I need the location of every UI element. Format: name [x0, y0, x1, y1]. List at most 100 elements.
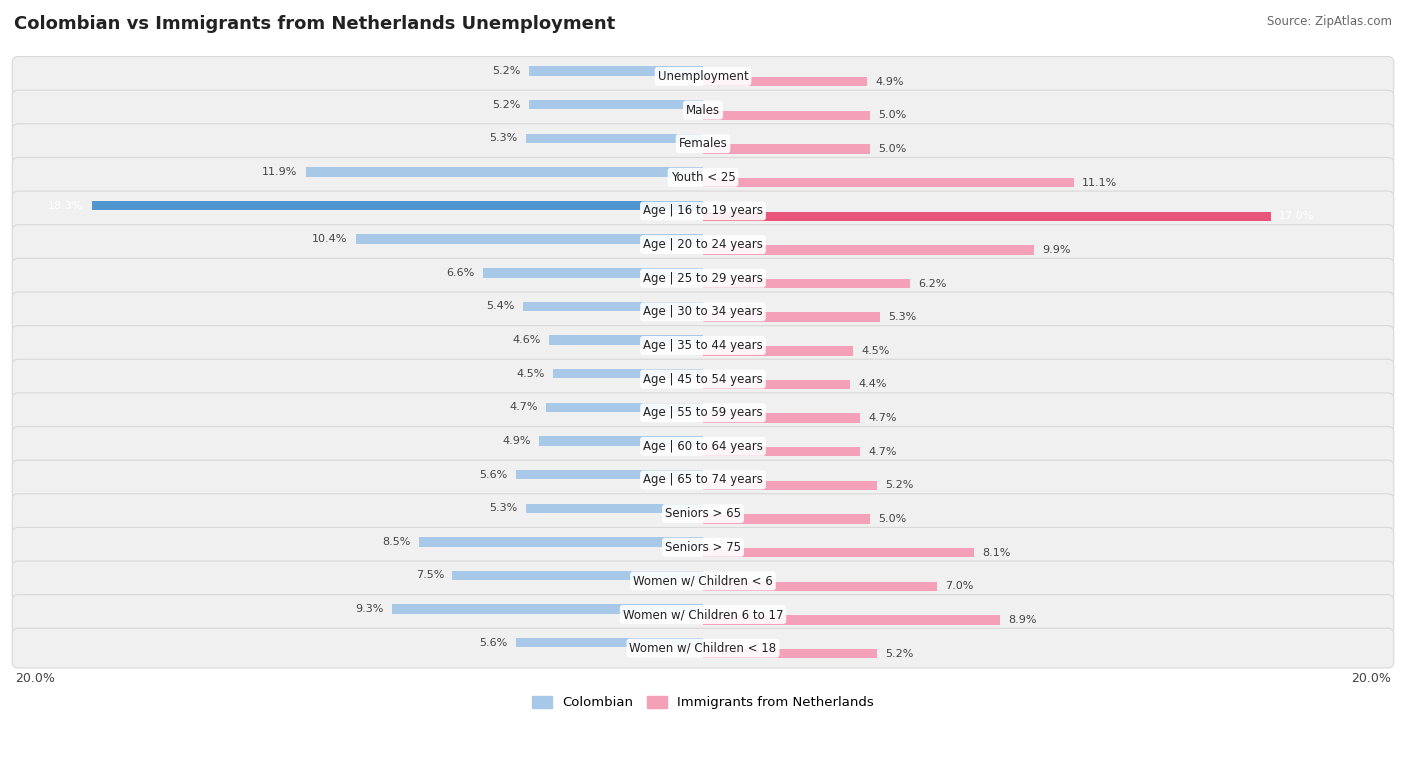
Text: 6.2%: 6.2% [918, 279, 946, 288]
FancyBboxPatch shape [13, 225, 1393, 264]
Text: 17.0%: 17.0% [1279, 211, 1315, 221]
Text: 11.9%: 11.9% [262, 167, 297, 177]
FancyBboxPatch shape [13, 157, 1393, 197]
FancyBboxPatch shape [13, 595, 1393, 634]
Bar [703, 649, 877, 659]
FancyBboxPatch shape [13, 628, 1393, 668]
Text: 18.3%: 18.3% [48, 201, 83, 210]
Text: 4.4%: 4.4% [858, 379, 887, 389]
FancyBboxPatch shape [13, 393, 1393, 432]
Text: 4.7%: 4.7% [509, 402, 537, 413]
Bar [703, 145, 870, 154]
Bar [482, 268, 703, 278]
Text: 5.3%: 5.3% [889, 312, 917, 322]
Bar [540, 436, 703, 446]
Bar [703, 615, 1000, 625]
Bar [305, 167, 703, 176]
Bar [703, 548, 973, 557]
Bar [546, 403, 703, 412]
FancyBboxPatch shape [13, 360, 1393, 399]
Bar [703, 581, 936, 591]
Text: Unemployment: Unemployment [658, 70, 748, 83]
Text: Age | 65 to 74 years: Age | 65 to 74 years [643, 473, 763, 487]
Text: Youth < 25: Youth < 25 [671, 171, 735, 184]
Bar [553, 369, 703, 378]
Bar [356, 235, 703, 244]
Bar [703, 178, 1074, 188]
Text: 5.2%: 5.2% [492, 100, 522, 110]
FancyBboxPatch shape [13, 292, 1393, 332]
Bar [703, 481, 877, 490]
Text: 4.7%: 4.7% [869, 413, 897, 423]
Bar [703, 413, 860, 423]
Text: Colombian vs Immigrants from Netherlands Unemployment: Colombian vs Immigrants from Netherlands… [14, 15, 616, 33]
Bar [703, 380, 851, 389]
Text: 8.1%: 8.1% [981, 547, 1011, 558]
Bar [703, 279, 910, 288]
Text: Females: Females [679, 137, 727, 150]
Text: Source: ZipAtlas.com: Source: ZipAtlas.com [1267, 15, 1392, 28]
Bar [419, 537, 703, 547]
Text: 7.5%: 7.5% [416, 571, 444, 581]
Bar [703, 245, 1033, 254]
FancyBboxPatch shape [13, 326, 1393, 366]
Text: Seniors > 65: Seniors > 65 [665, 507, 741, 520]
Bar [516, 470, 703, 479]
Text: Women w/ Children < 18: Women w/ Children < 18 [630, 642, 776, 655]
Text: 4.5%: 4.5% [516, 369, 544, 378]
Bar [526, 503, 703, 513]
Text: Age | 35 to 44 years: Age | 35 to 44 years [643, 339, 763, 352]
Text: 11.1%: 11.1% [1083, 178, 1118, 188]
Text: Women w/ Children < 6: Women w/ Children < 6 [633, 575, 773, 587]
Bar [529, 100, 703, 109]
Text: Age | 60 to 64 years: Age | 60 to 64 years [643, 440, 763, 453]
Bar [703, 447, 860, 456]
FancyBboxPatch shape [13, 258, 1393, 298]
Bar [392, 604, 703, 614]
FancyBboxPatch shape [13, 528, 1393, 567]
FancyBboxPatch shape [13, 90, 1393, 130]
Bar [703, 313, 880, 322]
FancyBboxPatch shape [13, 460, 1393, 500]
Text: Males: Males [686, 104, 720, 117]
Text: Age | 30 to 34 years: Age | 30 to 34 years [643, 305, 763, 319]
FancyBboxPatch shape [13, 561, 1393, 601]
Bar [453, 571, 703, 580]
Bar [703, 514, 870, 524]
Bar [703, 346, 853, 356]
Text: 5.3%: 5.3% [489, 133, 517, 143]
Text: 4.9%: 4.9% [502, 436, 531, 446]
Text: 20.0%: 20.0% [1351, 671, 1391, 684]
Text: Age | 16 to 19 years: Age | 16 to 19 years [643, 204, 763, 217]
Text: 5.2%: 5.2% [492, 66, 522, 76]
Text: 8.9%: 8.9% [1008, 615, 1038, 625]
Bar [516, 638, 703, 647]
Text: 10.4%: 10.4% [312, 234, 347, 245]
Text: 5.2%: 5.2% [884, 649, 914, 659]
Text: 4.7%: 4.7% [869, 447, 897, 456]
Legend: Colombian, Immigrants from Netherlands: Colombian, Immigrants from Netherlands [527, 690, 879, 715]
Text: Women w/ Children 6 to 17: Women w/ Children 6 to 17 [623, 608, 783, 621]
Bar [526, 133, 703, 143]
Text: 4.5%: 4.5% [862, 346, 890, 356]
Text: Age | 45 to 54 years: Age | 45 to 54 years [643, 372, 763, 385]
Text: 5.0%: 5.0% [879, 514, 907, 524]
FancyBboxPatch shape [13, 57, 1393, 96]
Text: Seniors > 75: Seniors > 75 [665, 540, 741, 554]
FancyBboxPatch shape [13, 426, 1393, 466]
Bar [550, 335, 703, 344]
Text: 9.9%: 9.9% [1042, 245, 1070, 255]
Bar [703, 111, 870, 120]
Bar [529, 67, 703, 76]
FancyBboxPatch shape [13, 494, 1393, 534]
Text: 8.5%: 8.5% [382, 537, 411, 547]
Bar [523, 302, 703, 311]
Bar [91, 201, 703, 210]
Text: Age | 20 to 24 years: Age | 20 to 24 years [643, 238, 763, 251]
Text: 5.6%: 5.6% [479, 637, 508, 648]
Text: 5.2%: 5.2% [884, 481, 914, 491]
Text: 9.3%: 9.3% [356, 604, 384, 614]
Text: 7.0%: 7.0% [945, 581, 973, 591]
FancyBboxPatch shape [13, 191, 1393, 231]
Text: 5.0%: 5.0% [879, 144, 907, 154]
